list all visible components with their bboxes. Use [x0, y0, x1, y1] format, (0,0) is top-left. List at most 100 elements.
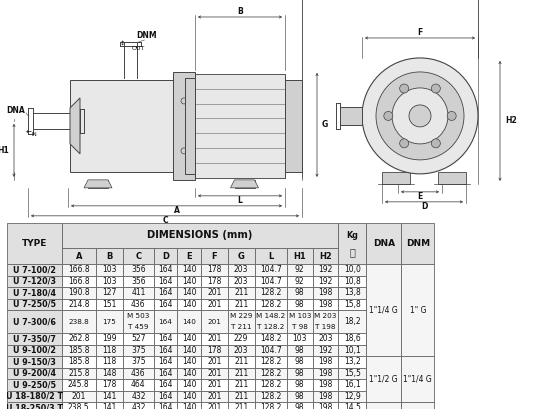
Text: U 9-250/5: U 9-250/5 [13, 380, 56, 389]
Bar [62, 402, 96, 411]
Bar [177, 298, 201, 310]
Bar [340, 107, 362, 125]
Bar [312, 344, 338, 356]
Bar [366, 356, 401, 402]
Text: H2: H2 [505, 116, 517, 125]
Bar [312, 379, 338, 390]
Text: 141: 141 [102, 392, 117, 401]
Bar [7, 390, 62, 402]
Text: 178: 178 [207, 265, 222, 274]
Text: 13,2: 13,2 [344, 357, 361, 366]
Bar [255, 310, 287, 333]
Bar [312, 367, 338, 379]
Bar [177, 356, 201, 367]
Bar [123, 310, 153, 333]
Bar [62, 390, 96, 402]
Text: 164: 164 [158, 346, 173, 355]
Bar [96, 402, 123, 411]
Bar [201, 298, 228, 310]
Bar [228, 287, 255, 298]
Bar [201, 275, 228, 287]
Text: 151: 151 [102, 300, 117, 309]
Text: 198: 198 [318, 357, 333, 366]
Text: 199: 199 [102, 334, 117, 343]
Bar [287, 310, 312, 333]
Bar [96, 390, 123, 402]
Text: E: E [417, 192, 422, 201]
Text: 140: 140 [182, 334, 196, 343]
Bar [173, 72, 195, 180]
Text: U 9-200/4: U 9-200/4 [13, 369, 56, 378]
Text: 98: 98 [295, 357, 305, 366]
Text: D: D [421, 202, 427, 211]
Bar [173, 74, 195, 178]
Text: 1"1/4 G: 1"1/4 G [370, 305, 398, 314]
Circle shape [392, 88, 448, 144]
Text: 211: 211 [234, 288, 248, 297]
Bar [153, 287, 177, 298]
Bar [255, 379, 287, 390]
Bar [228, 390, 255, 402]
Text: 128.2: 128.2 [260, 380, 282, 389]
Text: 128.2: 128.2 [260, 403, 282, 411]
Text: 356: 356 [131, 265, 146, 274]
Text: 201: 201 [207, 300, 222, 309]
Text: M 503: M 503 [127, 313, 150, 319]
Text: 103: 103 [102, 277, 117, 286]
Bar [287, 379, 312, 390]
Circle shape [431, 84, 441, 93]
Text: 192: 192 [318, 265, 333, 274]
Text: 148: 148 [102, 369, 117, 378]
Bar [96, 344, 123, 356]
Text: 436: 436 [131, 300, 146, 309]
Text: D: D [162, 252, 169, 261]
Polygon shape [70, 98, 80, 154]
Text: 166.8: 166.8 [68, 265, 90, 274]
Bar [287, 298, 312, 310]
Text: 104.7: 104.7 [260, 265, 282, 274]
Text: 14,5: 14,5 [344, 403, 361, 411]
Text: 140: 140 [182, 319, 196, 325]
Bar [287, 333, 312, 344]
Text: M 103: M 103 [289, 313, 311, 319]
Text: 103: 103 [102, 265, 117, 274]
Bar [201, 248, 228, 264]
Circle shape [362, 58, 478, 174]
Text: 432: 432 [131, 392, 146, 401]
Bar [338, 287, 366, 298]
Bar [255, 402, 287, 411]
Bar [255, 248, 287, 264]
Text: 128.2: 128.2 [260, 369, 282, 378]
Text: 98: 98 [295, 392, 305, 401]
Bar [153, 298, 177, 310]
Bar [62, 287, 96, 298]
Text: 98: 98 [295, 380, 305, 389]
Text: 201: 201 [207, 403, 222, 411]
Bar [228, 310, 255, 333]
Text: M 148.2: M 148.2 [256, 313, 285, 319]
Text: 211: 211 [234, 392, 248, 401]
Bar [401, 402, 434, 411]
Bar [255, 287, 287, 298]
Text: Kg: Kg [346, 231, 358, 240]
Text: 98: 98 [295, 288, 305, 297]
Bar [96, 367, 123, 379]
Text: 192: 192 [318, 346, 333, 355]
Text: 1"1/4 G: 1"1/4 G [403, 374, 432, 383]
Text: 201: 201 [207, 288, 222, 297]
Text: 10,8: 10,8 [344, 277, 361, 286]
Bar [338, 344, 366, 356]
Text: 190.8: 190.8 [68, 288, 90, 297]
Text: 211: 211 [234, 357, 248, 366]
Bar [96, 298, 123, 310]
Text: 178: 178 [102, 380, 117, 389]
Bar [338, 333, 366, 344]
Bar [312, 402, 338, 411]
Text: 214.8: 214.8 [68, 300, 90, 309]
Text: 2" G: 2" G [376, 409, 392, 411]
Text: 411: 411 [131, 288, 146, 297]
Text: 1" G: 1" G [410, 305, 426, 314]
Text: 104.7: 104.7 [260, 277, 282, 286]
Bar [177, 264, 201, 275]
Bar [312, 356, 338, 367]
